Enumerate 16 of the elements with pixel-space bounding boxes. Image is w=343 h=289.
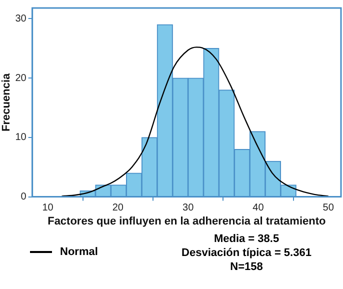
y-tick-label: 20 (15, 72, 27, 84)
x-tick-label: 10 (42, 202, 54, 214)
line-series (61, 46, 329, 197)
x-tick-label: 50 (322, 202, 334, 214)
text: Media = 38.5 (212, 232, 280, 246)
x-axis-title: Factores que influyen en la adherencia al tratamiento (48, 215, 326, 228)
text: N=158 (229, 260, 264, 274)
x-tick-label: 30 (182, 202, 194, 214)
y-axis-title: Frecuencia (0, 72, 13, 132)
legend-label: Normal (60, 246, 98, 258)
x-tick-label: 40 (252, 202, 264, 214)
x-tick-label: 20 (112, 202, 124, 214)
y-tick-label: 10 (15, 132, 27, 144)
y-tick-label: 0 (20, 192, 27, 203)
text: Desviación típica = 5.361 (180, 246, 312, 260)
y-tick-label: 30 (15, 13, 27, 24)
